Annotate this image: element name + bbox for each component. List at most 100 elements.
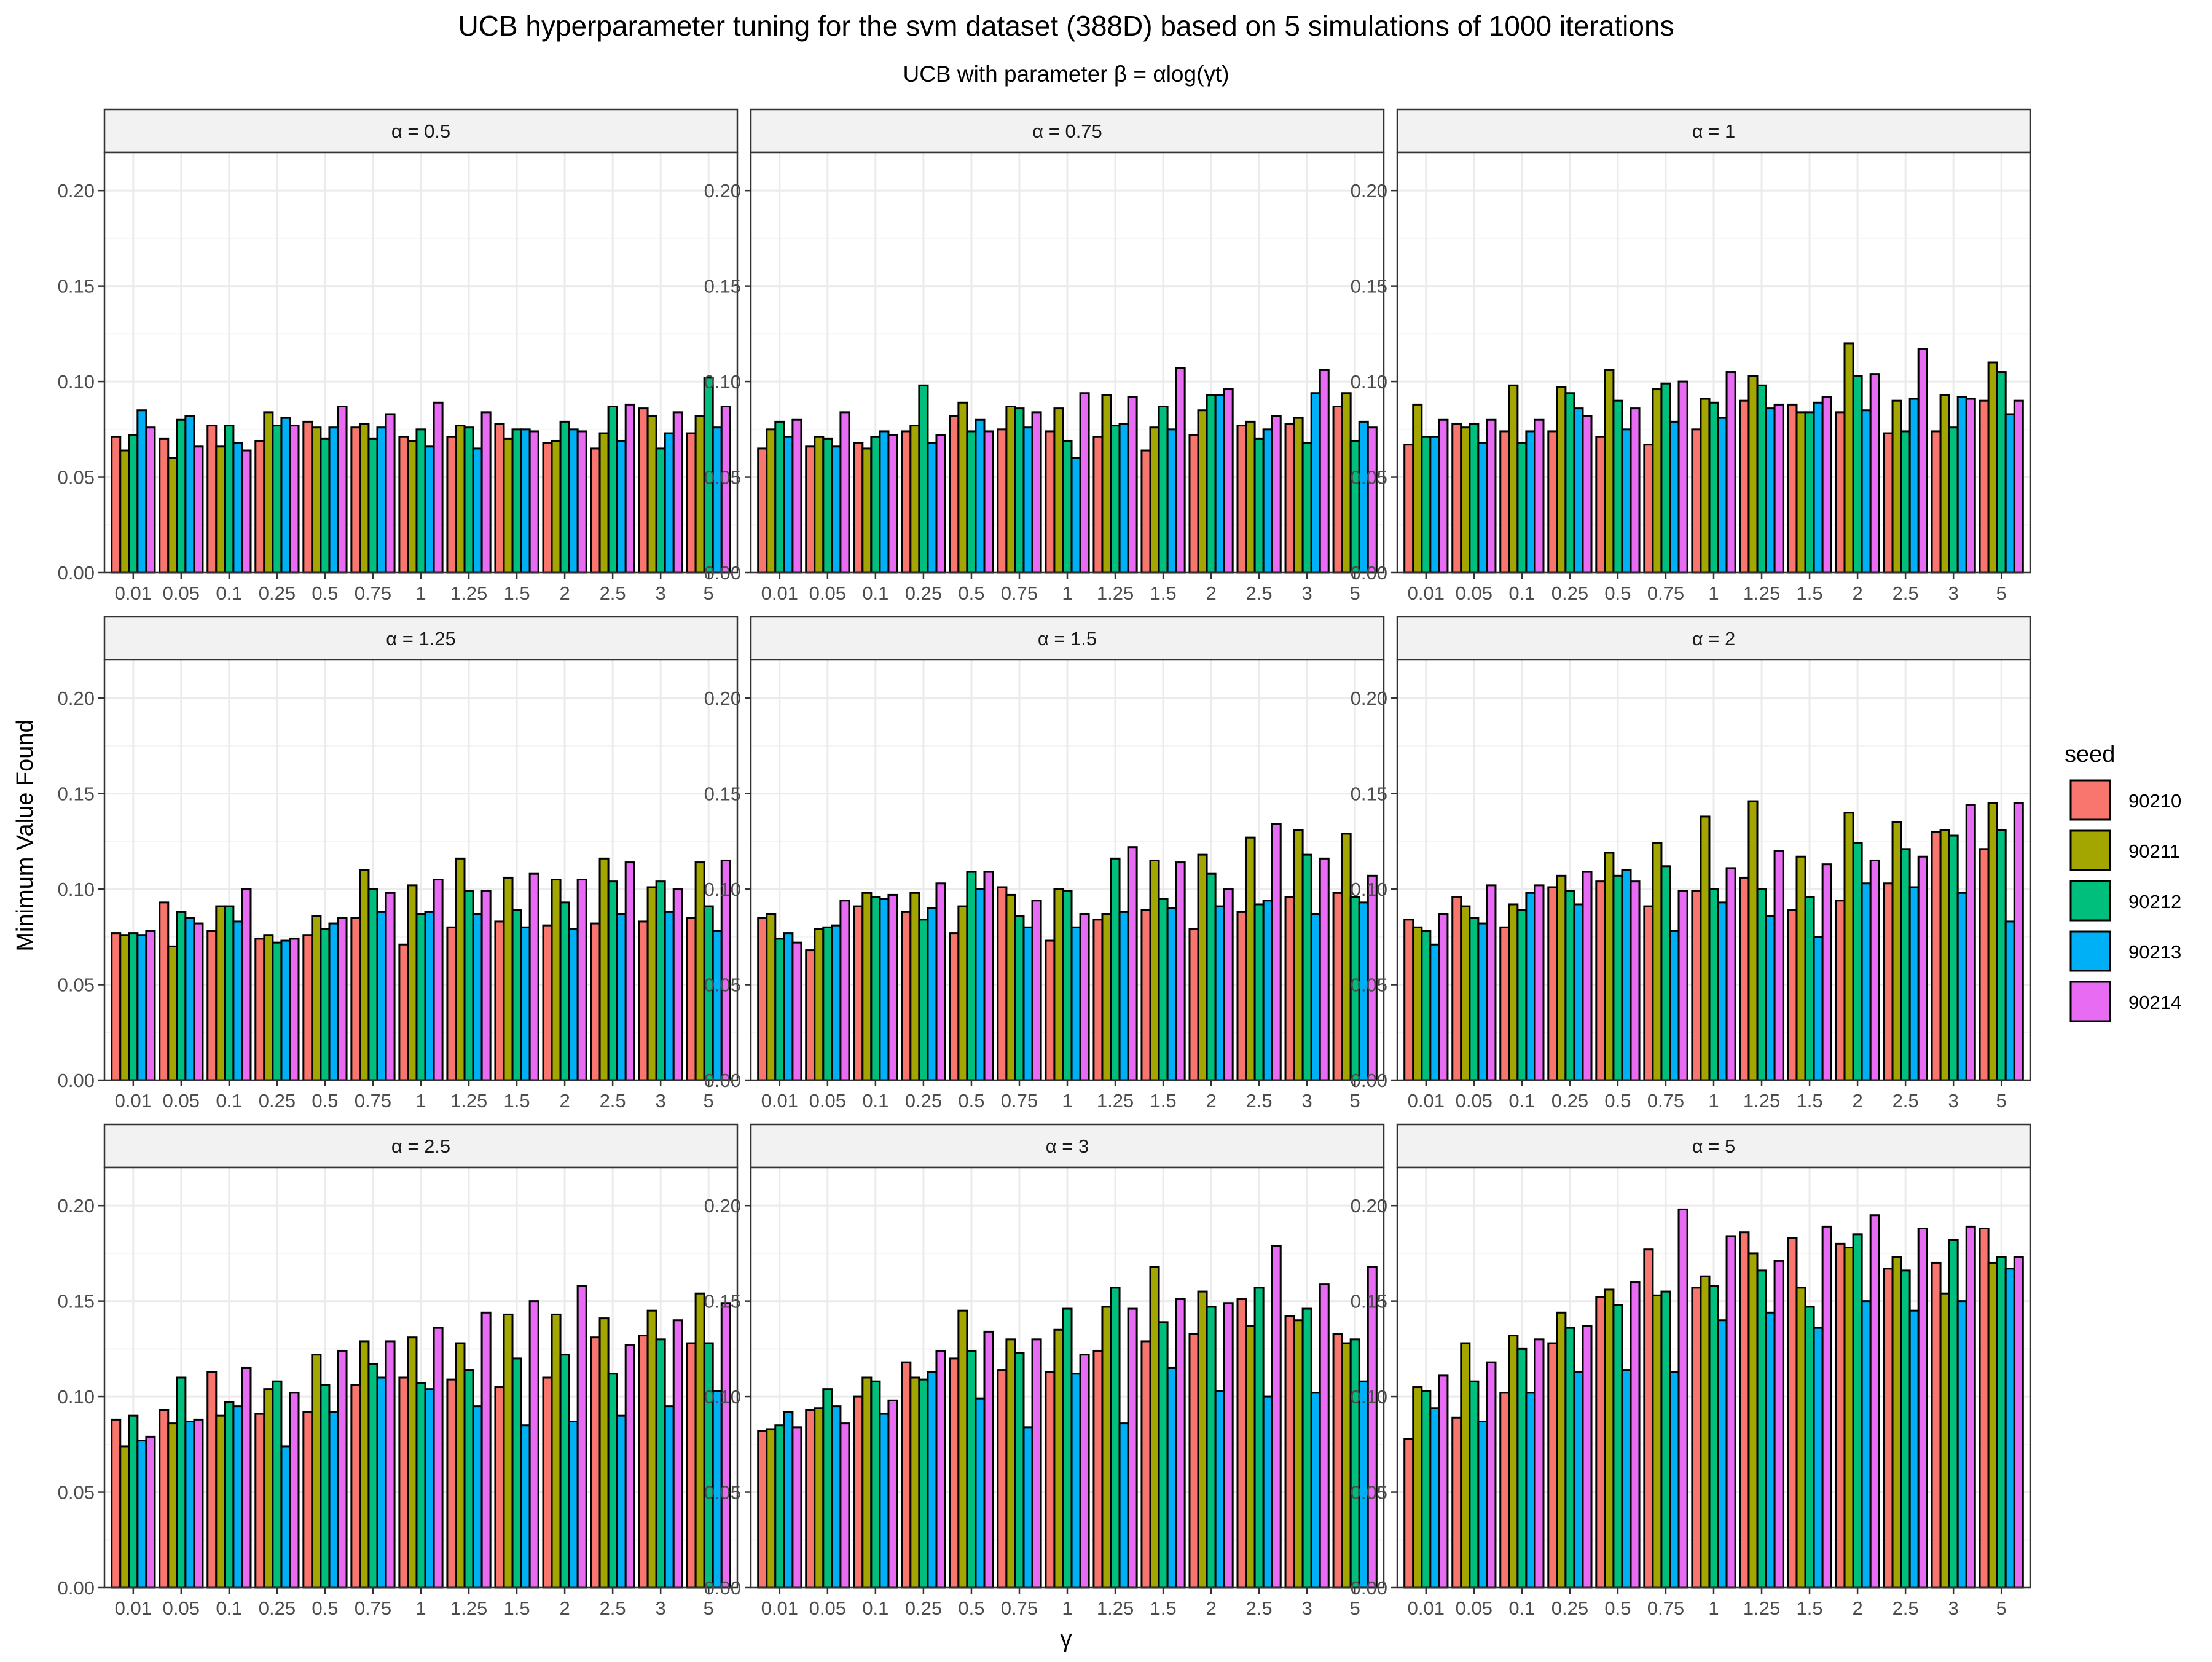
bar: [774, 938, 785, 1081]
bar: [1643, 1248, 1654, 1589]
bar: [1092, 436, 1104, 574]
bar: [224, 1401, 235, 1589]
bar: [136, 1440, 147, 1589]
panel: α = 1.5 0.00 0.05 0.10 0.15 0.20 0.01 0.05 0.1 0.…: [704, 616, 1385, 1111]
bar: [568, 1421, 579, 1589]
bar: [480, 890, 492, 1081]
bar: [1547, 430, 1558, 574]
bar: [1795, 855, 1806, 1081]
bar: [1236, 425, 1247, 574]
bar: [624, 403, 635, 574]
x-tick-label: 3: [656, 1597, 666, 1619]
bar: [966, 430, 977, 574]
bar: [1534, 418, 1545, 574]
y-tick-label: 0.15: [58, 1291, 95, 1312]
bar: [511, 428, 522, 574]
bar: [1547, 1342, 1558, 1589]
bar: [128, 1414, 139, 1589]
bar: [272, 425, 283, 574]
bar: [1293, 417, 1304, 574]
bar: [433, 401, 444, 574]
bar: [616, 1414, 627, 1589]
bar: [1948, 1239, 1959, 1589]
bar: [311, 915, 322, 1081]
bar: [1438, 913, 1449, 1081]
bar: [1956, 1300, 1967, 1589]
bar: [805, 1409, 816, 1589]
bar: [167, 945, 178, 1081]
bar: [879, 898, 890, 1081]
bar: [1979, 399, 1990, 574]
bar: [385, 892, 396, 1081]
x-tick-label: 0.01: [1408, 582, 1445, 604]
bar: [1556, 386, 1567, 574]
bar: [494, 920, 505, 1081]
bar: [302, 934, 313, 1081]
bar: [1765, 407, 1776, 574]
x-tick-label: 0.25: [905, 1597, 942, 1619]
bar: [1669, 420, 1680, 574]
bar: [1293, 1319, 1304, 1589]
bar: [1486, 1361, 1497, 1589]
y-tick-label: 0.10: [704, 879, 741, 900]
bar: [1717, 901, 1728, 1081]
bar: [463, 426, 474, 574]
bar: [424, 1388, 435, 1589]
bar: [1421, 436, 1432, 574]
bar: [1486, 884, 1497, 1081]
bar: [1956, 892, 1967, 1081]
x-tick-label: 0.75: [355, 582, 391, 604]
bar: [1206, 394, 1217, 574]
bar: [520, 1424, 531, 1589]
bar: [193, 922, 204, 1081]
bar: [1660, 382, 1671, 574]
bar: [159, 1409, 170, 1589]
bar: [494, 422, 505, 574]
x-tick-label: 5: [1350, 1597, 1360, 1619]
bar: [879, 1413, 890, 1589]
bar: [446, 926, 457, 1081]
x-tick-label: 0.01: [761, 1597, 798, 1619]
bar: [1499, 1392, 1510, 1589]
bar: [805, 445, 816, 574]
y-tick-label: 0.20: [1351, 180, 1387, 202]
bar: [1595, 436, 1606, 574]
bar: [241, 1366, 252, 1589]
legend-label: 90214: [2128, 992, 2181, 1013]
bar: [1883, 432, 1894, 574]
legend: seed 90210 90211 90212 90213 90214: [2065, 742, 2181, 1022]
bar: [1421, 930, 1432, 1081]
bar: [1158, 406, 1169, 574]
bar: [1421, 1390, 1432, 1589]
bar: [206, 1371, 218, 1589]
panel-strip-label: α = 0.75: [1032, 120, 1102, 142]
bar: [176, 1376, 187, 1589]
bar: [1022, 426, 1033, 574]
x-tick-label: 1: [1708, 1597, 1719, 1619]
bar: [655, 447, 666, 574]
panel-strip: [103, 1123, 739, 1169]
bar: [1110, 857, 1121, 1081]
bar: [1197, 853, 1208, 1081]
bar: [559, 1354, 570, 1589]
legend-label: 90212: [2128, 891, 2181, 912]
bar: [1660, 1290, 1671, 1589]
bar: [1852, 375, 1863, 574]
panel-strip-label: α = 3: [1046, 1135, 1089, 1157]
bar: [1630, 1281, 1641, 1589]
x-tick-label: 0.25: [1551, 1090, 1588, 1111]
bar: [145, 426, 156, 574]
y-tick-label: 0.15: [704, 1291, 741, 1312]
y-tick-label: 0.15: [704, 783, 741, 805]
x-tick-label: 1.5: [1150, 582, 1177, 604]
x-tick-label: 0.05: [1456, 1090, 1492, 1111]
bar: [757, 447, 768, 574]
bar: [822, 437, 833, 574]
bar: [686, 1342, 697, 1589]
bar: [1403, 919, 1414, 1081]
bar: [1053, 407, 1064, 574]
bar: [1891, 1256, 1902, 1589]
x-tick-label: 0.5: [1604, 582, 1631, 604]
bar: [1332, 406, 1343, 574]
x-tick-label: 0.05: [1456, 1597, 1492, 1619]
